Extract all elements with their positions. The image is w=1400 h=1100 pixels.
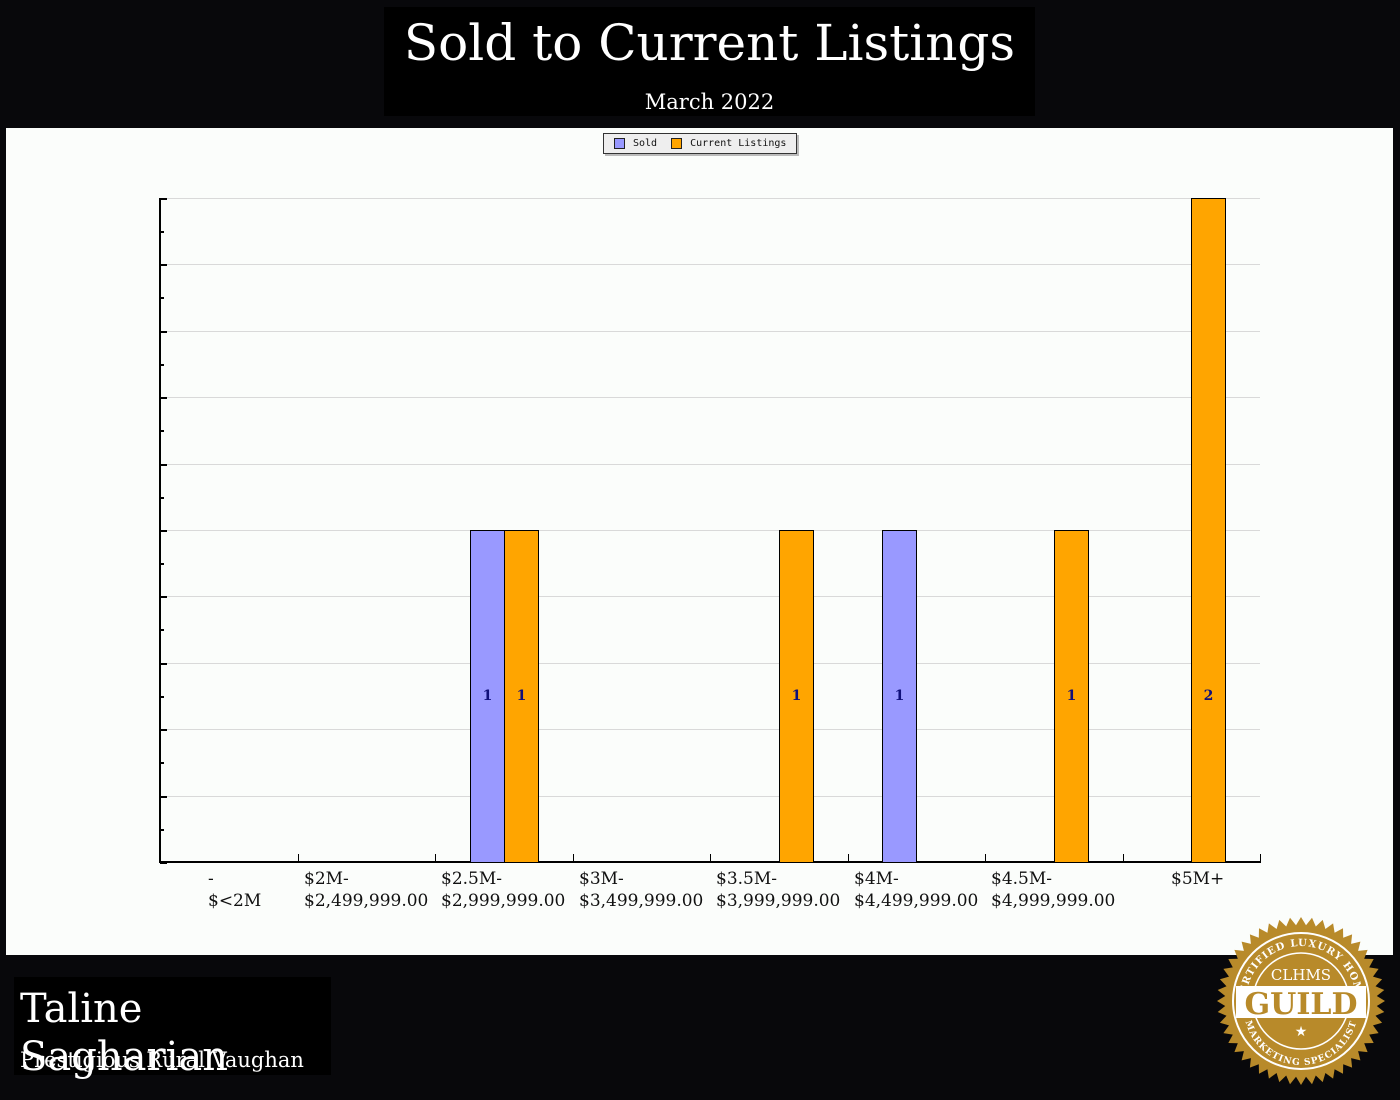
y-minor-tick [160,629,164,631]
x-axis-label: $4.5M- $4,999,999.00 [991,869,1116,911]
x-tick [1260,854,1261,861]
x-tick [573,854,574,861]
x-axis-label: $3M- $3,499,999.00 [579,869,704,911]
bar-value-label: 1 [1066,688,1077,704]
gridline [160,198,1260,199]
bar-current-listings: 1 [504,530,539,863]
y-major-tick [160,862,167,864]
y-minor-tick [160,430,164,432]
x-tick [298,854,299,861]
x-axis-label: $2.5M- $2,999,999.00 [441,869,566,911]
y-minor-tick [160,364,164,366]
gridline [160,729,1260,730]
y-major-tick [160,796,167,798]
bar-sold: 1 [470,530,505,863]
y-major-tick [160,198,167,200]
bar-value-label: 1 [894,688,905,704]
legend-swatch-current [671,138,683,149]
y-minor-tick [160,497,164,499]
y-major-tick [160,331,167,333]
y-axis [159,198,161,863]
gridline [160,264,1260,265]
svg-text:GUILD: GUILD [1245,987,1358,1022]
y-minor-tick [160,762,164,764]
y-major-tick [160,264,167,266]
gridline [160,397,1260,398]
x-tick [985,854,986,861]
x-tick [1123,854,1124,861]
bar-value-label: 1 [516,688,527,704]
chart-panel [6,128,1393,955]
svg-text:★: ★ [1295,1024,1308,1040]
gridline [160,464,1260,465]
bar-current-listings: 2 [1191,198,1226,863]
x-axis-label: $5M+ [1171,869,1225,889]
gridline [160,596,1260,597]
gridline [160,530,1260,531]
chart-legend: Sold Current Listings [603,133,797,154]
chart-subtitle: March 2022 [644,90,775,114]
gridline [160,796,1260,797]
gridline [160,331,1260,332]
gridline [160,663,1260,664]
y-minor-tick [160,297,164,299]
legend-item-sold: Sold [614,138,657,149]
legend-label: Current Listings [690,138,787,149]
legend-item-current-listings: Current Listings [671,138,786,149]
svg-text:CLHMS: CLHMS [1271,966,1331,984]
legend-label: Sold [633,138,658,149]
y-minor-tick [160,696,164,698]
y-major-tick [160,729,167,731]
bar-current-listings: 1 [779,530,814,863]
x-axis-label: - $<2M [208,869,262,911]
bar-current-listings: 1 [1054,530,1089,863]
x-tick [848,854,849,861]
chart-title: Sold to Current Listings [403,14,1016,72]
x-axis-label: $3.5M- $3,999,999.00 [716,869,841,911]
bar-value-label: 1 [791,688,802,704]
legend-swatch-sold [614,138,625,149]
x-tick [710,854,711,861]
clhms-guild-badge-icon: CERTIFIED LUXURY HOME MARKETING SPECIALI… [1216,916,1386,1086]
bar-sold: 1 [882,530,917,863]
y-major-tick [160,397,167,399]
x-axis-label: $4M- $4,499,999.00 [854,869,979,911]
x-tick [435,854,436,861]
y-minor-tick [160,563,164,565]
agent-name: Taline Sagharian [20,986,228,1080]
bar-value-label: 2 [1203,688,1214,704]
y-major-tick [160,596,167,598]
y-minor-tick [160,829,164,831]
chart-header: Sold to Current Listings March 2022 [384,7,1035,116]
x-axis-label: $2M- $2,499,999.00 [304,869,429,911]
bar-value-label: 1 [482,688,493,704]
y-minor-tick [160,231,164,233]
y-major-tick [160,530,167,532]
agent-area: Prestigious Rural Vaughan [20,1048,304,1072]
agent-info: Taline Sagharian Prestigious Rural Vaugh… [14,977,331,1080]
x-axis [159,861,1261,863]
y-major-tick [160,464,167,466]
y-major-tick [160,663,167,665]
plot-area: 1 1 1 1 1 2 [159,198,1261,864]
